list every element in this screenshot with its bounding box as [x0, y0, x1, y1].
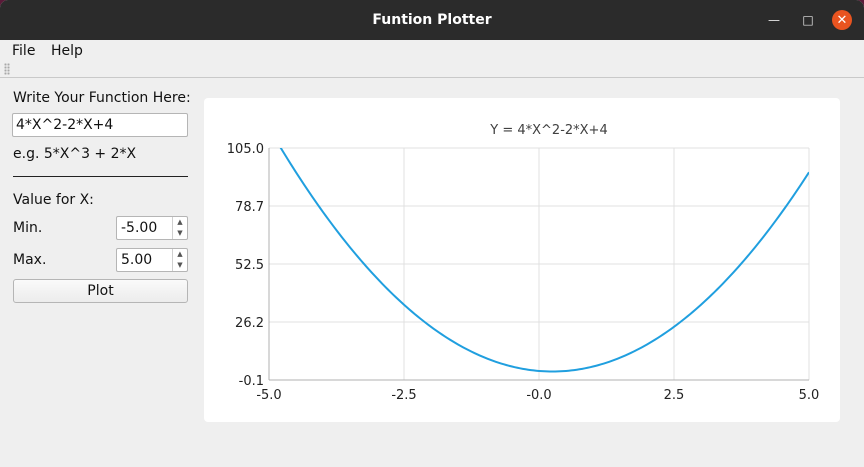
min-stepper[interactable]: ▲ ▼ [172, 217, 187, 239]
window-title: Funtion Plotter [372, 12, 492, 28]
y-tick-label: 26.2 [235, 316, 264, 331]
max-spinbox[interactable]: ▲ ▼ [116, 248, 188, 272]
y-tick-label: 78.7 [235, 200, 264, 215]
function-label: Write Your Function Here: [13, 90, 191, 106]
increment-icon[interactable]: ▲ [177, 250, 183, 258]
decrement-icon[interactable]: ▼ [177, 261, 183, 269]
x-tick-label: -2.5 [391, 388, 416, 403]
x-tick-label: -0.0 [526, 388, 551, 403]
max-label: Max. [13, 252, 47, 268]
y-tick-label: 52.5 [235, 258, 264, 273]
max-input[interactable] [121, 252, 173, 268]
function-input[interactable] [16, 117, 186, 133]
maximize-icon: □ [802, 13, 814, 27]
function-field[interactable] [12, 113, 188, 137]
series-line [279, 148, 809, 373]
min-spinbox[interactable]: ▲ ▼ [116, 216, 188, 240]
plot-button[interactable]: Plot [13, 279, 188, 303]
example-hint: e.g. 5*X^3 + 2*X [13, 146, 137, 162]
title-bar[interactable]: Funtion Plotter — □ ✕ [0, 0, 864, 40]
min-input[interactable] [121, 220, 173, 236]
x-tick-label: -5.0 [256, 388, 281, 403]
maximize-button[interactable]: □ [798, 10, 818, 30]
minimize-button[interactable]: — [764, 10, 784, 30]
y-tick-label: -0.1 [239, 374, 264, 389]
chart-title: Y = 4*X^2-2*X+4 [489, 123, 607, 138]
minimize-icon: — [768, 13, 780, 27]
x-tick-label: 5.0 [799, 388, 820, 403]
y-tick-label: 105.0 [227, 142, 264, 157]
toolbar-divider [0, 77, 864, 78]
close-icon: ✕ [836, 12, 848, 28]
min-label: Min. [13, 220, 43, 236]
chart-panel: Y = 4*X^2-2*X+4 -5.0 -2.5 -0.0 2.5 5.0 105.0 78… [204, 98, 840, 422]
close-button[interactable]: ✕ [832, 10, 852, 30]
toolbar-handle[interactable] [4, 63, 10, 75]
increment-icon[interactable]: ▲ [177, 218, 183, 226]
range-label: Value for X: [13, 192, 94, 208]
menu-help[interactable]: Help [51, 43, 83, 59]
function-chart: Y = 4*X^2-2*X+4 -5.0 -2.5 -0.0 2.5 5.0 105.0 78… [227, 123, 820, 403]
max-stepper[interactable]: ▲ ▼ [172, 249, 187, 271]
menu-file[interactable]: File [12, 43, 36, 59]
menu-bar: File Help [0, 40, 864, 62]
x-tick-label: 2.5 [664, 388, 685, 403]
sidebar-separator [13, 176, 188, 177]
decrement-icon[interactable]: ▼ [177, 229, 183, 237]
